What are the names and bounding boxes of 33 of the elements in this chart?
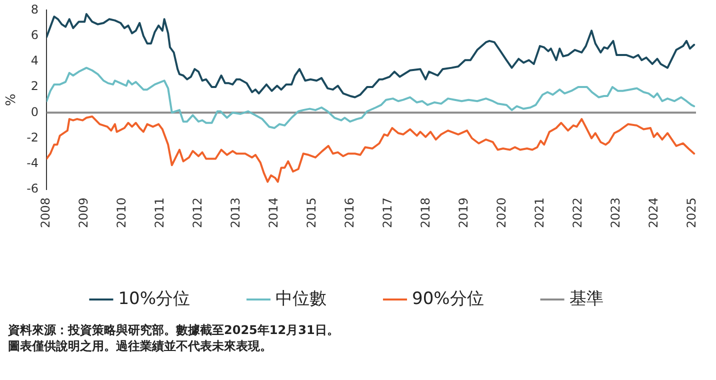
x-tick-label: 2014: [266, 197, 281, 228]
legend-label: 基準: [569, 288, 604, 309]
x-tick-label: 2015: [304, 197, 319, 228]
x-tick-label: 2016: [342, 197, 357, 228]
y-tick-label: 2: [30, 79, 39, 94]
x-tick-label: 2020: [494, 197, 508, 228]
x-tick-label: 2023: [608, 197, 622, 228]
x-tick-label: 2011: [152, 197, 167, 228]
x-tick-label: 2009: [76, 197, 91, 228]
x-tick-label: 2025: [684, 197, 698, 228]
x-tick-label: 2017: [380, 197, 394, 228]
y-tick-label: -2: [26, 130, 39, 144]
x-tick-label: 2024: [646, 197, 660, 228]
x-tick-label: 2012: [190, 197, 205, 228]
y-axis-title: %: [4, 94, 20, 106]
y-tick-label: 6: [30, 28, 39, 42]
legend-label: 90%分位: [412, 288, 484, 309]
x-tick-label: 2021: [532, 197, 546, 228]
source-note: 資料來源：投資策略與研究部。數據截至2025年12月31日。: [8, 322, 340, 338]
y-tick-label: 8: [30, 2, 39, 16]
x-tick-label: 2022: [570, 197, 584, 228]
x-tick-label: 2010: [114, 197, 129, 228]
text: 圖表僅供說明之用。過往業績並不代表未來表現。: [8, 338, 273, 354]
x-tick-label: 2008: [38, 197, 53, 228]
y-tick-label: 0: [30, 104, 39, 119]
y-tick-label: -4: [26, 156, 39, 170]
y-tick-label: 4: [30, 54, 39, 68]
x-tick-label: 2019: [456, 197, 470, 228]
y-tick-label: -6: [26, 182, 39, 196]
legend-label: 10%分位: [118, 288, 190, 309]
legend-label: 中位數: [276, 288, 326, 309]
x-tick-label: 2018: [418, 197, 432, 228]
x-tick-label: 2013: [228, 197, 243, 228]
